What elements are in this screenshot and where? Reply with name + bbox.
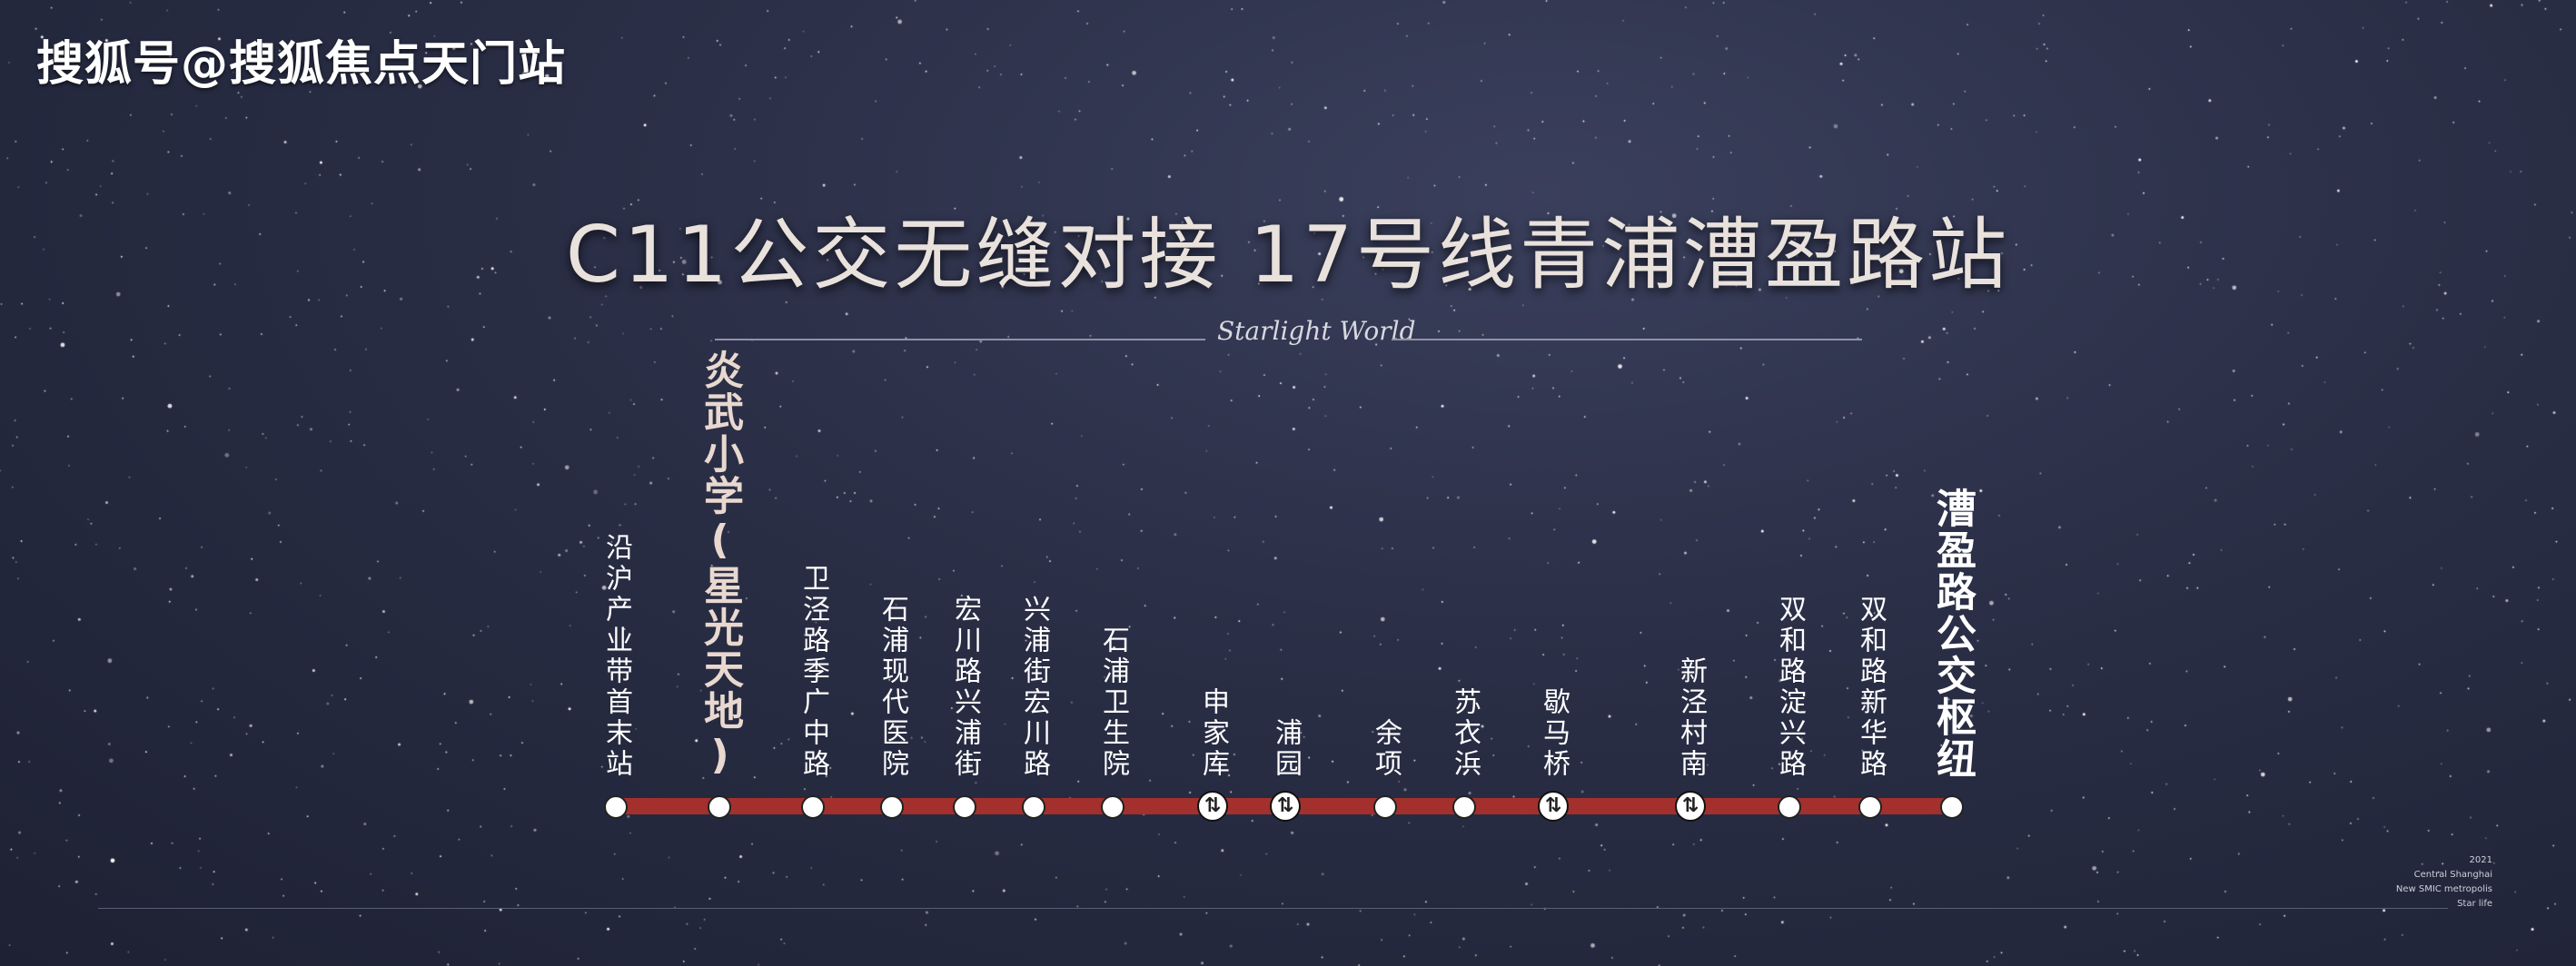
station-stop [1101,795,1125,819]
transfer-arrows-icon: ⇅ [1681,794,1699,817]
station-stop [708,795,731,819]
station-stop [1022,795,1045,819]
transfer-stop: ⇅ [1675,791,1706,822]
station-stop [1778,795,1801,819]
station-label: 双和路淀兴路 [1774,595,1806,780]
station-stop [604,795,628,819]
footer-year: 2021 [2469,855,2492,865]
station-stop [953,795,976,819]
bottom-divider [98,908,2448,909]
footer-line2: New SMIC metropolis [2395,884,2492,894]
transfer-arrows-icon: ⇅ [1276,794,1294,817]
station-label: 卫泾路季广中路 [798,564,829,780]
script-subtitle: Starlight World [1217,316,1416,346]
station-label: 兴浦街宏川路 [1018,595,1050,780]
footer-line1: Central Shanghai [2413,870,2492,880]
station-stop [1452,795,1476,819]
divider-right [1392,339,1862,340]
watermark: 搜狐号@搜狐焦点天门站 [36,37,567,92]
station-stop [1940,795,1964,819]
transfer-arrows-icon: ⇅ [1544,794,1562,817]
footer-caption: 2021 Central Shanghai New SMIC metropoli… [2396,853,2492,912]
transfer-arrows-icon: ⇅ [1204,794,1222,817]
station-label: 宏川路兴浦街 [949,595,981,780]
station-label: 浦园 [1270,718,1302,780]
station-label: 沿沪产业带首末站 [600,533,632,780]
footer-line3: Star life [2457,899,2492,909]
transfer-stop: ⇅ [1270,791,1301,822]
station-label: 双和路新华路 [1855,595,1887,780]
station-stop [1373,795,1397,819]
transfer-stop: ⇅ [1538,791,1569,822]
transfer-stop: ⇅ [1197,791,1228,822]
station-label: 新泾村南 [1675,656,1707,780]
station-stop [880,795,904,819]
station-stop [1858,795,1882,819]
station-label: 石浦卫生院 [1097,626,1129,780]
station-label: 炎武小学(星光天地) [697,350,743,780]
station-stop [801,795,825,819]
station-label: 漕盈路公交枢纽 [1929,488,1976,780]
station-label: 石浦现代医院 [877,595,908,780]
page-title: C11公交无缝对接 17号线青浦漕盈路站 [565,210,2011,301]
station-label: 苏衣浜 [1449,687,1481,780]
divider-left [715,339,1205,340]
station-label: 申家库 [1197,687,1229,780]
station-label: 歇马桥 [1538,687,1570,780]
station-label: 余项 [1370,718,1402,780]
